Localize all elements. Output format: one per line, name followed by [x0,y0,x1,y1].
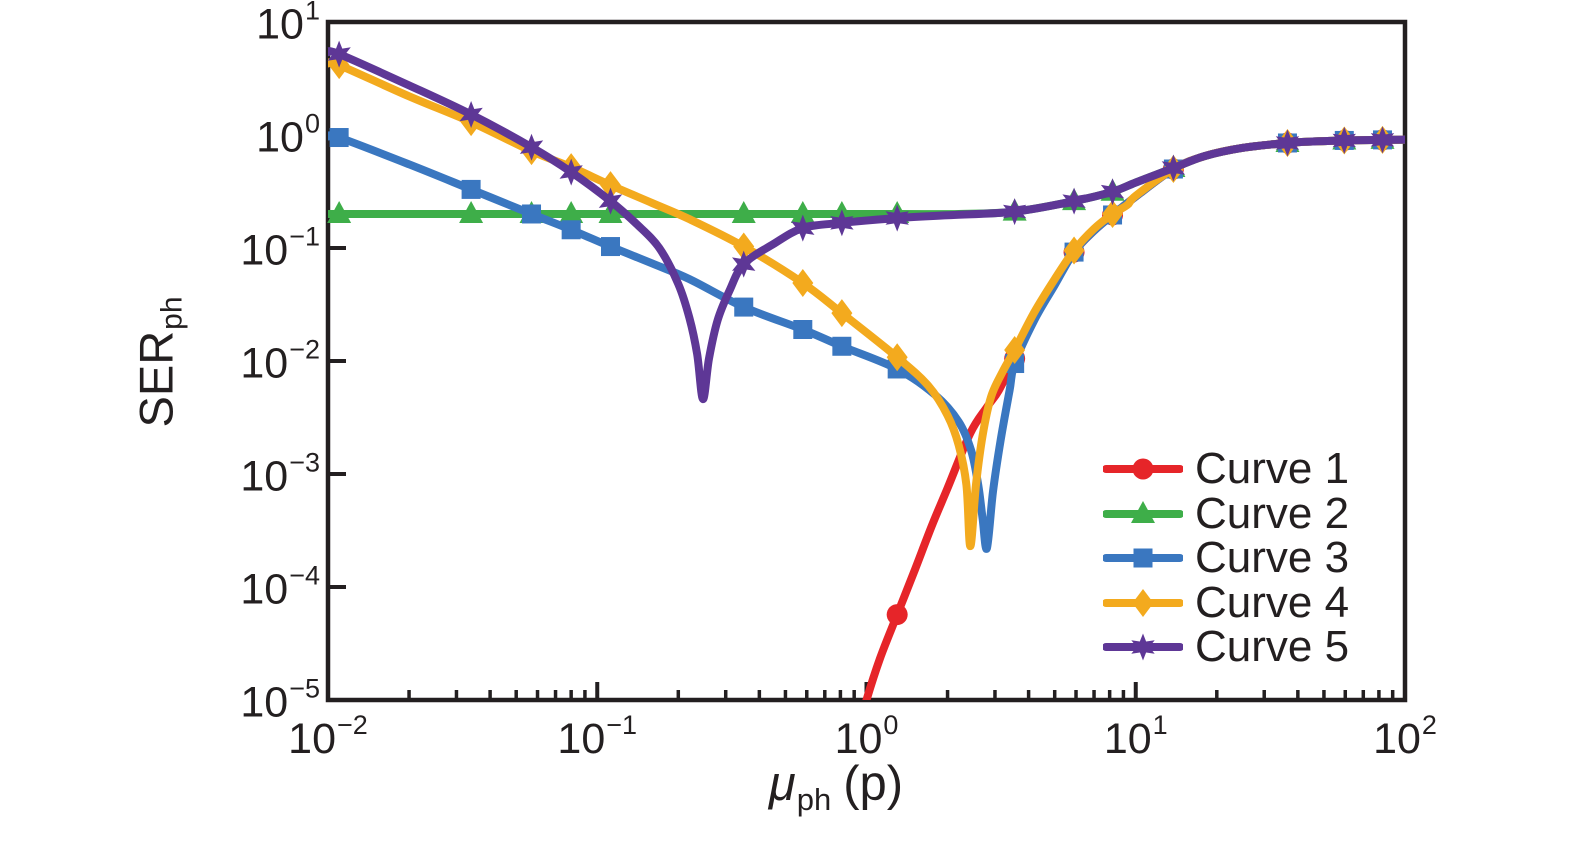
legend-marker-star-icon [1103,633,1183,661]
x-axis-label-sub: ph [796,782,832,817]
legend: Curve 1 Curve 2 Curve 3 Curve 4 Curve 5 [1103,447,1349,670]
x-tick-label: 10−2 [288,710,368,763]
x-axis-label-main: μ [768,757,796,811]
y-axis-label-sub: ph [155,296,189,330]
y-axis-label-main: SER [129,330,183,428]
legend-marker-square-icon [1103,548,1183,568]
x-tick-label: 102 [1373,710,1437,763]
y-tick-label: 10−4 [240,560,320,614]
y-tick-label: 10−5 [240,673,320,727]
x-axis-label: μph (p) [768,757,904,817]
legend-item-curve-2: Curve 2 [1103,488,1350,538]
legend-item-curve-5: Curve 5 [1103,625,1349,670]
y-tick-label: 10−1 [240,221,320,275]
legend-label: Curve 3 [1195,533,1350,583]
y-tick-label: 100 [256,108,320,162]
legend-marker-triangle-icon [1103,500,1183,523]
y-tick-label: 10−2 [240,334,320,388]
legend-label: Curve 4 [1195,577,1350,627]
legend-label: Curve 5 [1195,622,1350,672]
x-tick-label: 101 [1103,710,1168,763]
legend-item-curve-4: Curve 4 [1103,577,1350,627]
x-axis-label-suffix: (p) [843,757,904,811]
y-axis-label: SERph [129,296,189,428]
y-tick-label: 101 [256,0,320,49]
legend-label: Curve 1 [1195,444,1350,494]
legend-item-curve-3: Curve 3 [1103,536,1349,581]
x-tick-label: 10−1 [557,710,638,763]
legend-item-curve-1: Curve 1 [1103,447,1349,492]
legend-marker-diamond-icon [1103,588,1183,617]
x-tick-label: 100 [834,710,899,763]
legend-label: Curve 2 [1195,488,1350,538]
y-tick-label: 10−3 [240,447,320,501]
legend-marker-circle-icon [1103,458,1183,480]
